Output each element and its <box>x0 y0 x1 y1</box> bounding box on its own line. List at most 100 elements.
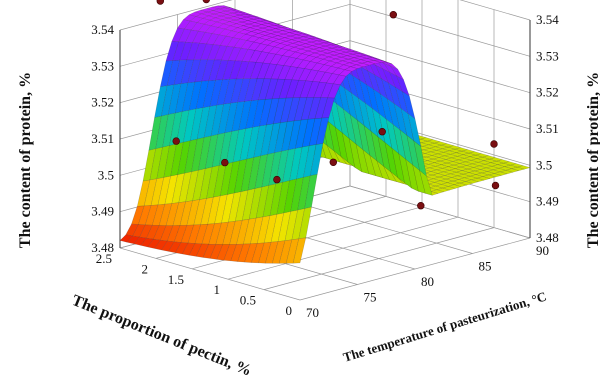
z-tick-label-right: 3.49 <box>536 194 559 209</box>
floor-grid-line <box>292 201 473 254</box>
z-axis-label-right: The content of protein, % <box>585 72 600 248</box>
surface-facet <box>412 164 426 194</box>
surface-facet <box>391 147 405 184</box>
surface-facet <box>209 79 223 107</box>
surface-facet <box>310 143 324 177</box>
surface-facet <box>323 42 337 46</box>
z-axis-label-left: The content of protein, % <box>17 72 34 248</box>
surface-facet <box>259 98 273 127</box>
surface-facet <box>235 21 250 26</box>
z-tick-label-left: 3.5 <box>98 167 114 182</box>
surface-facet <box>355 62 370 68</box>
surface-facet <box>304 173 318 209</box>
surface-facet <box>243 217 257 245</box>
surface-facet <box>236 25 251 30</box>
surface-facet <box>383 62 398 77</box>
surface-facet <box>328 121 342 158</box>
observed-point <box>417 202 425 210</box>
surface-facet <box>164 174 178 205</box>
surface-facet <box>395 86 409 115</box>
y-tick-label: 70 <box>306 305 319 320</box>
z-tick-label-right: 3.51 <box>536 121 559 136</box>
surface-facet <box>344 66 359 72</box>
surface-facet <box>320 82 334 99</box>
observed-point <box>273 175 281 184</box>
surface-facet <box>315 37 329 42</box>
observed-point <box>491 181 500 190</box>
surface-facet <box>186 199 200 226</box>
surface-facet <box>509 163 524 168</box>
z-tick-label-left: 3.49 <box>91 204 114 219</box>
response-surface <box>119 5 531 264</box>
surface-facet <box>299 80 313 98</box>
surface-facet <box>214 45 228 61</box>
surface-facet <box>207 13 223 19</box>
surface-facet <box>153 225 167 241</box>
observed-point <box>156 0 164 5</box>
z-tick-label-right: 3.48 <box>536 230 559 245</box>
z-tick-label-right: 3.53 <box>536 48 559 63</box>
surface-facet <box>187 59 201 84</box>
z-tick-label-right: 3.5 <box>536 157 552 172</box>
surface-facet <box>399 129 414 166</box>
surface-facet <box>310 40 324 45</box>
surface-facet <box>227 16 242 21</box>
surface-facet <box>237 243 251 263</box>
tick-labels: 3.48 3.48 3.49 3.49 3.5 3.5 3.51 3.51 3.52 3.52 3.… <box>91 12 559 320</box>
observed-point <box>389 10 397 19</box>
observed-point <box>172 137 180 145</box>
surface-facet <box>147 238 161 249</box>
surface-facet <box>343 108 357 145</box>
z-tick-label-left: 3.52 <box>91 95 114 110</box>
surface-facet <box>307 97 321 120</box>
surface-facet <box>212 34 227 46</box>
z-tick-label-right: 3.54 <box>536 12 559 27</box>
z-tick-label-left: 3.51 <box>91 131 114 146</box>
surface-facet <box>281 27 294 30</box>
surface-facet <box>247 18 262 23</box>
observed-point <box>378 128 386 136</box>
surface-facet <box>238 11 252 15</box>
surface-facet <box>196 106 211 140</box>
wall-grid-line <box>119 0 531 31</box>
observed-point <box>329 158 337 167</box>
x-tick-label: 1 <box>214 282 221 297</box>
x-tick-label: 0.5 <box>240 293 256 308</box>
x-axis-label: The proportion of pectin, % <box>69 292 254 380</box>
surface-facet <box>406 134 420 171</box>
surface-facet <box>245 99 259 129</box>
surface-facet <box>261 44 275 54</box>
surface-facet <box>407 113 422 147</box>
surface-facet <box>265 241 279 264</box>
surface-facet <box>242 23 257 28</box>
surface-facet <box>327 54 343 60</box>
surface-facet <box>396 75 410 97</box>
surface-facet <box>119 234 134 243</box>
observed-point <box>221 158 229 167</box>
z-tick-label-left: 3.53 <box>91 58 114 73</box>
surface-facet <box>231 9 245 13</box>
x-tick-label: 0 <box>286 303 293 318</box>
surface-facet <box>181 81 196 112</box>
y-tick-label: 80 <box>421 274 434 289</box>
surface-facet <box>222 21 237 27</box>
z-tick-label-left: 3.54 <box>91 22 114 37</box>
z-tick-label-right: 3.52 <box>536 85 559 100</box>
surface-facet <box>351 51 365 55</box>
z-tick-label-left: 3.48 <box>91 240 114 255</box>
surface-facet <box>439 178 454 183</box>
surface-facet <box>388 82 402 109</box>
surface-facet <box>285 238 300 264</box>
surface-facet <box>181 242 196 256</box>
surface-facet <box>351 92 365 127</box>
surface-facet <box>380 93 394 125</box>
observed-point <box>490 140 498 148</box>
observed-point <box>202 0 210 4</box>
surface-facet <box>510 166 526 171</box>
surface-facet <box>202 79 216 108</box>
surface-facet <box>367 60 382 64</box>
surface-facet <box>336 103 350 140</box>
surface-facet <box>244 243 258 263</box>
